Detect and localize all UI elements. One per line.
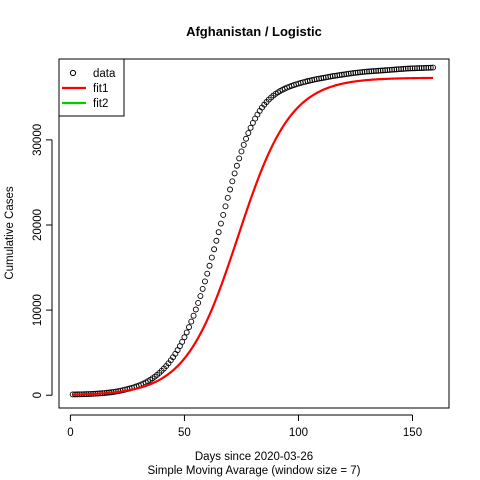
data-point (236, 155, 243, 162)
fit1-curve (72, 76, 434, 396)
x-tick-label: 0 (67, 427, 73, 439)
data-point (208, 254, 215, 261)
data-point (229, 178, 236, 185)
x-tick-label: 50 (178, 427, 191, 439)
y-tick-label: 30000 (32, 124, 44, 156)
data-point (224, 194, 231, 201)
data-point (247, 124, 254, 131)
legend-data-symbol (69, 69, 77, 77)
data-point (238, 148, 245, 155)
legend-label-fit2: fit2 (93, 98, 108, 110)
x-tick-label: 150 (403, 427, 422, 439)
data-point (220, 211, 227, 218)
data-points-layer (69, 64, 436, 398)
legend: data fit1 fit2 (58, 58, 125, 117)
y-axis: 0 10000 20000 30000 (32, 124, 53, 398)
data-point (206, 262, 213, 269)
data-point (197, 293, 204, 300)
data-point (233, 162, 240, 169)
data-point (240, 141, 247, 148)
data-point (199, 285, 206, 292)
data-point (222, 203, 229, 210)
y-tick-label: 10000 (32, 294, 44, 326)
data-point (245, 130, 252, 137)
data-point (215, 229, 222, 236)
data-point (186, 324, 192, 331)
plot-area-frame (58, 58, 450, 409)
data-point (213, 237, 220, 244)
data-point (192, 306, 199, 313)
data-point (217, 220, 224, 227)
y-tick-label: 0 (32, 392, 44, 398)
data-point (211, 246, 218, 253)
data-point (243, 135, 249, 142)
x-axis: 0 50 100 150 (67, 414, 422, 439)
data-point (430, 64, 436, 71)
x-axis-sublabel: Simple Moving Avarage (window size = 7) (148, 465, 361, 477)
data-point (204, 270, 211, 277)
data-point (181, 334, 188, 341)
data-point (427, 64, 434, 71)
data-point (195, 300, 202, 306)
legend-label-data: data (93, 68, 116, 80)
legend-label-fit1: fit1 (93, 83, 108, 95)
x-axis-label: Days since 2020-03-26 (195, 451, 313, 463)
data-point (231, 170, 238, 177)
data-point (183, 329, 190, 336)
data-point (202, 278, 208, 285)
data-point (190, 312, 197, 319)
x-tick-label: 100 (289, 427, 308, 439)
y-tick-label: 20000 (32, 209, 44, 241)
data-point (188, 318, 195, 325)
data-point (179, 338, 186, 345)
chart-title: Afghanistan / Logistic (186, 24, 322, 39)
data-point (227, 186, 234, 193)
data-point (254, 111, 261, 118)
y-axis-label: Cumulative Cases (4, 186, 16, 280)
